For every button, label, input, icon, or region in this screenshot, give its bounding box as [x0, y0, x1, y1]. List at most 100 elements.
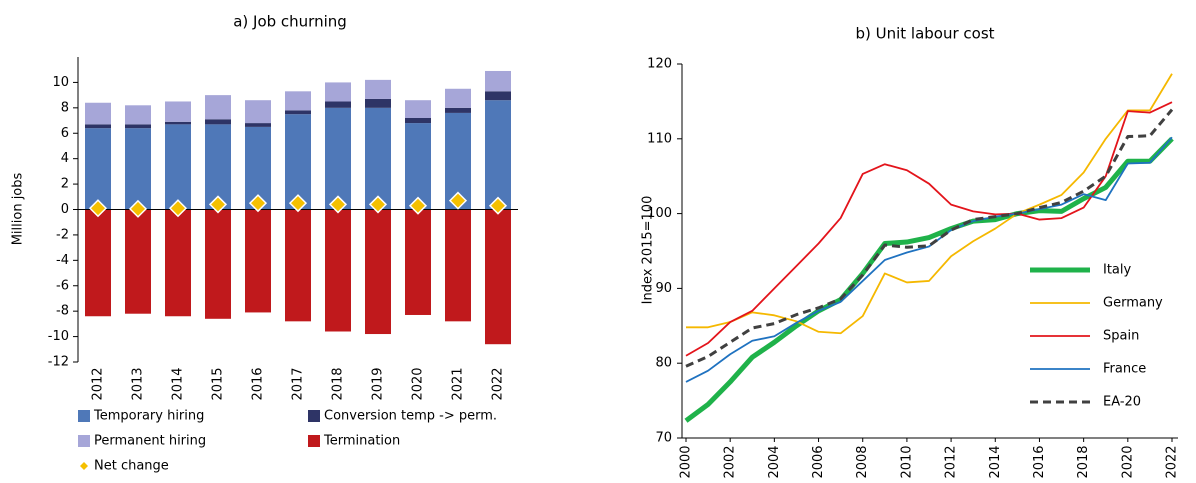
- y-tick-label: 0: [61, 202, 69, 217]
- bar-segment: [205, 95, 231, 120]
- y-tick-label: 6: [61, 126, 69, 141]
- net-change-marker: [328, 195, 348, 214]
- legend-label: EA-20: [1103, 395, 1141, 410]
- y-tick-label: -8: [56, 304, 69, 319]
- x-tick-label: 2020: [1120, 445, 1135, 478]
- bar-segment: [165, 101, 191, 122]
- x-tick-label: 2016: [1032, 445, 1047, 478]
- bar-segment: [125, 128, 151, 210]
- bar-segment: [85, 209, 111, 317]
- bar-segment: [405, 209, 431, 315]
- net-change-marker: [88, 199, 108, 218]
- bar-segment: [325, 209, 351, 332]
- bar-segment: [485, 209, 511, 345]
- bar-segment: [285, 209, 311, 322]
- net-change-marker: [168, 199, 188, 218]
- x-tick-label: 2019: [371, 367, 386, 400]
- net-change-marker: [128, 199, 148, 218]
- legend-swatch: [80, 462, 88, 470]
- legend-label: Net change: [94, 459, 169, 474]
- x-tick-label: 2000: [679, 445, 694, 478]
- net-change-marker: [408, 196, 428, 215]
- bar-segment: [125, 124, 151, 129]
- bar-segment: [485, 100, 511, 210]
- bar-segment: [245, 123, 271, 127]
- x-tick-label: 2012: [91, 367, 106, 400]
- legend-swatch: [308, 410, 320, 422]
- series-line: [685, 101, 1173, 357]
- net-change-marker: [208, 195, 228, 214]
- y-tick-label: -6: [56, 278, 69, 293]
- legend-label: Termination: [323, 434, 400, 449]
- bar-segment: [365, 107, 391, 210]
- net-change-marker: [448, 191, 468, 210]
- bar-segment: [325, 107, 351, 210]
- y-tick-label: -10: [48, 329, 69, 344]
- bar-segment: [85, 128, 111, 210]
- bar-segment: [445, 107, 471, 113]
- bar-segment: [405, 123, 431, 210]
- x-tick-label: 2006: [811, 445, 826, 478]
- bar-segment: [205, 209, 231, 319]
- bar-segment: [485, 70, 511, 92]
- net-change-marker: [288, 194, 308, 213]
- y-tick-label: -2: [56, 227, 69, 242]
- y-tick-label: 4: [61, 151, 69, 166]
- bar-segment: [445, 88, 471, 108]
- y-tick-label: 2: [61, 177, 69, 192]
- bar-segment: [285, 114, 311, 210]
- bar-segment: [405, 118, 431, 124]
- legend-label: Italy: [1103, 263, 1132, 278]
- x-tick-label: 2014: [988, 445, 1003, 478]
- legend-label: Conversion temp -> perm.: [324, 409, 497, 424]
- x-tick-label: 2020: [411, 367, 426, 400]
- series-line: [684, 137, 1174, 423]
- bar-segment: [165, 121, 191, 125]
- y-tick-label: 120: [647, 57, 672, 72]
- y-tick-label: 70: [655, 431, 672, 446]
- x-tick-label: 2012: [944, 445, 959, 478]
- series-line: [686, 73, 1173, 335]
- net-change-marker: [368, 195, 388, 214]
- y-axis-label: Index 2015=100: [641, 196, 656, 305]
- x-tick-label: 2022: [491, 367, 506, 400]
- x-tick-label: 2018: [331, 367, 346, 400]
- legend-label: Permanent hiring: [94, 434, 206, 449]
- y-tick-label: -12: [48, 355, 69, 370]
- bar-segment: [165, 209, 191, 317]
- series-line: [685, 108, 1174, 368]
- y-tick-label: 80: [655, 356, 672, 371]
- x-tick-label: 2018: [1076, 445, 1091, 478]
- bar-segment: [325, 101, 351, 108]
- bar-segment: [205, 124, 231, 210]
- bar-segment: [125, 105, 151, 125]
- bar-segment: [205, 119, 231, 125]
- chart-title: b) Unit labour cost: [855, 25, 994, 43]
- y-tick-label: 90: [655, 281, 672, 296]
- y-tick-label: 110: [647, 131, 672, 146]
- x-tick-label: 2015: [211, 367, 226, 400]
- bar-segment: [365, 79, 391, 99]
- x-tick-label: 2010: [899, 445, 914, 478]
- x-tick-label: 2014: [171, 367, 186, 400]
- y-tick-label: 100: [647, 206, 672, 221]
- legend-swatch: [78, 435, 90, 447]
- legend-label: Spain: [1103, 329, 1139, 344]
- y-tick-label: -4: [56, 253, 69, 268]
- bar-segment: [365, 209, 391, 335]
- bar-segment: [245, 209, 271, 313]
- x-tick-label: 2008: [855, 445, 870, 478]
- bar-segment: [405, 100, 431, 118]
- bar-segment: [245, 100, 271, 124]
- bar-segment: [445, 209, 471, 322]
- legend-swatch: [78, 410, 90, 422]
- net-change-marker: [248, 194, 268, 213]
- x-tick-label: 2016: [251, 367, 266, 400]
- bar-segment: [325, 82, 351, 102]
- bar-segment: [165, 124, 191, 210]
- legend-label: Temporary hiring: [93, 409, 204, 424]
- x-tick-label: 2002: [723, 445, 738, 478]
- legend-label: Germany: [1103, 296, 1163, 311]
- x-tick-label: 2021: [451, 367, 466, 400]
